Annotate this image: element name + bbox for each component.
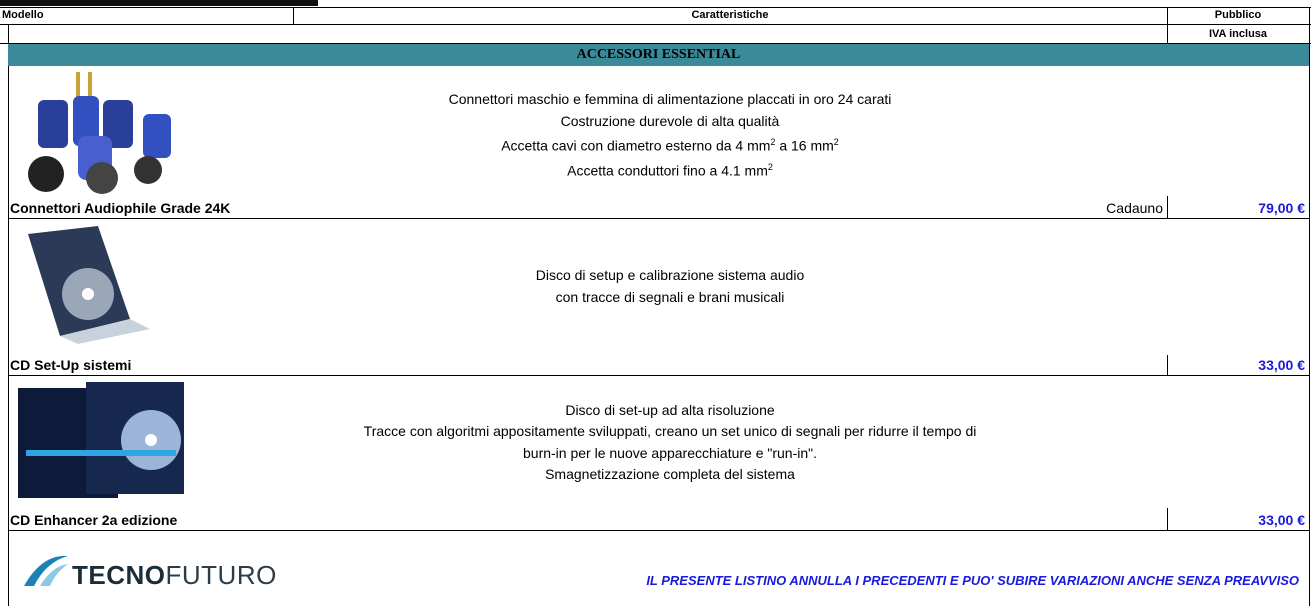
product-image bbox=[28, 72, 171, 194]
rule bbox=[1167, 196, 1168, 218]
product-image bbox=[18, 382, 184, 498]
rule bbox=[8, 375, 1310, 376]
description-line: Disco di setup e calibrazione sistema au… bbox=[300, 265, 1040, 287]
price: 79,00 € bbox=[1258, 200, 1305, 216]
product-name: CD Set-Up sistemi bbox=[10, 357, 132, 373]
logo: TECNOFUTURO bbox=[72, 560, 277, 591]
rule bbox=[8, 530, 1310, 531]
logo-bold: TECNO bbox=[72, 560, 166, 590]
rule bbox=[0, 7, 1311, 8]
description-line: Connettori maschio e femmina di alimenta… bbox=[300, 89, 1040, 111]
header-price: IVA inclusa bbox=[1208, 28, 1268, 40]
logo-mark bbox=[24, 555, 68, 586]
rule bbox=[1309, 7, 1310, 606]
price: 33,00 € bbox=[1258, 512, 1305, 528]
rule bbox=[0, 43, 1311, 44]
description-line: Costruzione durevole di alta qualità bbox=[300, 111, 1040, 133]
description: Disco di setup e calibrazione sistema au… bbox=[300, 265, 1040, 308]
rule bbox=[1167, 508, 1168, 530]
rule bbox=[8, 218, 1310, 219]
description-line: Smagnetizzazione completa del sistema bbox=[300, 464, 1040, 486]
description-line: Accetta cavi con diametro esterno da 4 m… bbox=[300, 132, 1040, 157]
text: Connettori maschio e femmina di alimenta… bbox=[448, 91, 892, 107]
description-line: burn-in per le nuove apparecchiature e "… bbox=[300, 443, 1040, 465]
section-band: ACCESSORI ESSENTIAL bbox=[8, 44, 1309, 66]
rule bbox=[8, 24, 9, 606]
text: con tracce di segnali e brani musicali bbox=[555, 288, 785, 305]
rule bbox=[0, 24, 1311, 25]
description: Connettori maschio e femmina di alimenta… bbox=[300, 89, 1040, 182]
logo-light: FUTURO bbox=[165, 560, 277, 590]
text: Accetta conduttori fino a 4.1 mm bbox=[567, 162, 768, 179]
rule bbox=[1167, 7, 1168, 43]
superscript: 2 bbox=[767, 162, 773, 173]
price: 33,00 € bbox=[1258, 357, 1305, 373]
text: Costruzione durevole di alta qualità bbox=[560, 112, 780, 129]
text: Smagnetizzazione completa del sistema bbox=[545, 466, 795, 482]
footer-note: IL PRESENTE LISTINO ANNULLA I PRECEDENTI… bbox=[646, 573, 1299, 588]
header-price: Pubblico bbox=[1214, 9, 1262, 21]
rule bbox=[1167, 355, 1168, 375]
text: Disco di setup e calibrazione sistema au… bbox=[535, 267, 805, 283]
product-name: Connettori Audiophile Grade 24K bbox=[10, 200, 231, 216]
description-line: Tracce con algoritmi appositamente svilu… bbox=[300, 421, 1040, 443]
header-model: Modello bbox=[2, 9, 44, 21]
superscript: 2 bbox=[833, 137, 839, 147]
description-line: Disco di set-up ad alta risoluzione bbox=[300, 400, 1040, 422]
product-image bbox=[28, 226, 150, 344]
text: Accetta cavi con diametro esterno da 4 m… bbox=[501, 137, 771, 154]
product-name: CD Enhancer 2a edizione bbox=[10, 512, 178, 528]
rule bbox=[293, 7, 294, 24]
text: Disco di set-up ad alta risoluzione bbox=[565, 401, 775, 418]
header-features: Caratteristiche bbox=[691, 9, 769, 21]
description: Disco di set-up ad alta risoluzione Tracc… bbox=[300, 400, 1040, 486]
text: a 16 mm bbox=[775, 137, 834, 154]
top-bar bbox=[0, 0, 318, 6]
text: burn-in per le nuove apparecchiature e "… bbox=[523, 444, 817, 461]
description-line: con tracce di segnali e brani musicali bbox=[300, 287, 1040, 309]
unit: Cadauno bbox=[1106, 200, 1163, 216]
text: Tracce con algoritmi appositamente svilu… bbox=[363, 423, 977, 439]
superscript: 2 bbox=[770, 137, 776, 147]
description-line: Accetta conduttori fino a 4.1 mm2 bbox=[300, 157, 1040, 182]
